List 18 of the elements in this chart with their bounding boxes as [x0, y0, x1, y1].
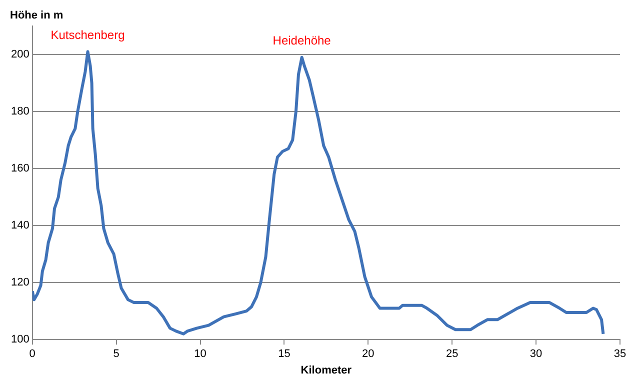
y-tick-label: 140 [10, 220, 30, 232]
x-axis-title: Kilometer [300, 364, 352, 376]
x-tick-label: 20 [362, 348, 374, 360]
y-tick-label: 180 [10, 106, 30, 118]
y-tick-label: 200 [10, 48, 30, 61]
x-tick-label: 15 [278, 348, 290, 360]
annotation: Heidehöhe [272, 34, 332, 48]
y-tick-label: 100 [10, 334, 30, 346]
x-tick-label: 35 [614, 348, 626, 360]
x-tick-label: 0 [29, 348, 36, 360]
x-tick-label: 10 [194, 348, 206, 360]
y-tick-label: 160 [10, 162, 30, 175]
x-tick-label: 25 [446, 348, 458, 360]
y-axis-title: Höhe in m [10, 10, 64, 22]
y-tick-label: 120 [10, 276, 30, 289]
annotation: Kutschenberg [50, 28, 125, 42]
x-tick-label: 5 [113, 348, 120, 360]
x-tick-label: 30 [530, 348, 542, 360]
